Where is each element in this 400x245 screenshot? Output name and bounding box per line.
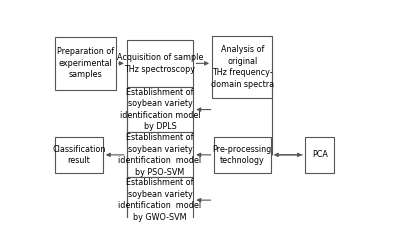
Text: Pre-processing
technology: Pre-processing technology — [212, 145, 272, 165]
Text: Establishment of
soybean variety
identification  model
by GWO-SVM: Establishment of soybean variety identif… — [118, 178, 202, 222]
Text: Analysis of
original
THz frequency-
domain spectra: Analysis of original THz frequency- doma… — [211, 46, 274, 89]
Bar — [55, 137, 103, 173]
Bar — [127, 132, 193, 177]
Bar — [214, 137, 271, 173]
Text: Acquisition of sample
THz spectroscopy: Acquisition of sample THz spectroscopy — [117, 53, 203, 74]
Bar — [127, 40, 193, 87]
Text: PCA: PCA — [312, 150, 328, 159]
Bar — [127, 177, 193, 223]
Text: Establishment of
soybean variety
identification model
by DPLS: Establishment of soybean variety identif… — [120, 88, 200, 131]
Bar — [305, 137, 334, 173]
Text: Preparation of
experimental
samples: Preparation of experimental samples — [57, 47, 114, 79]
Text: Classification
result: Classification result — [52, 145, 106, 165]
Bar — [212, 36, 272, 98]
Bar — [56, 37, 116, 90]
Text: Establishment of
soybean variety
identification  model
by PSO-SVM: Establishment of soybean variety identif… — [118, 133, 202, 177]
Bar — [127, 87, 193, 132]
